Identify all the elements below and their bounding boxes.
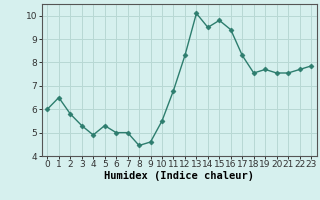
X-axis label: Humidex (Indice chaleur): Humidex (Indice chaleur) xyxy=(104,171,254,181)
